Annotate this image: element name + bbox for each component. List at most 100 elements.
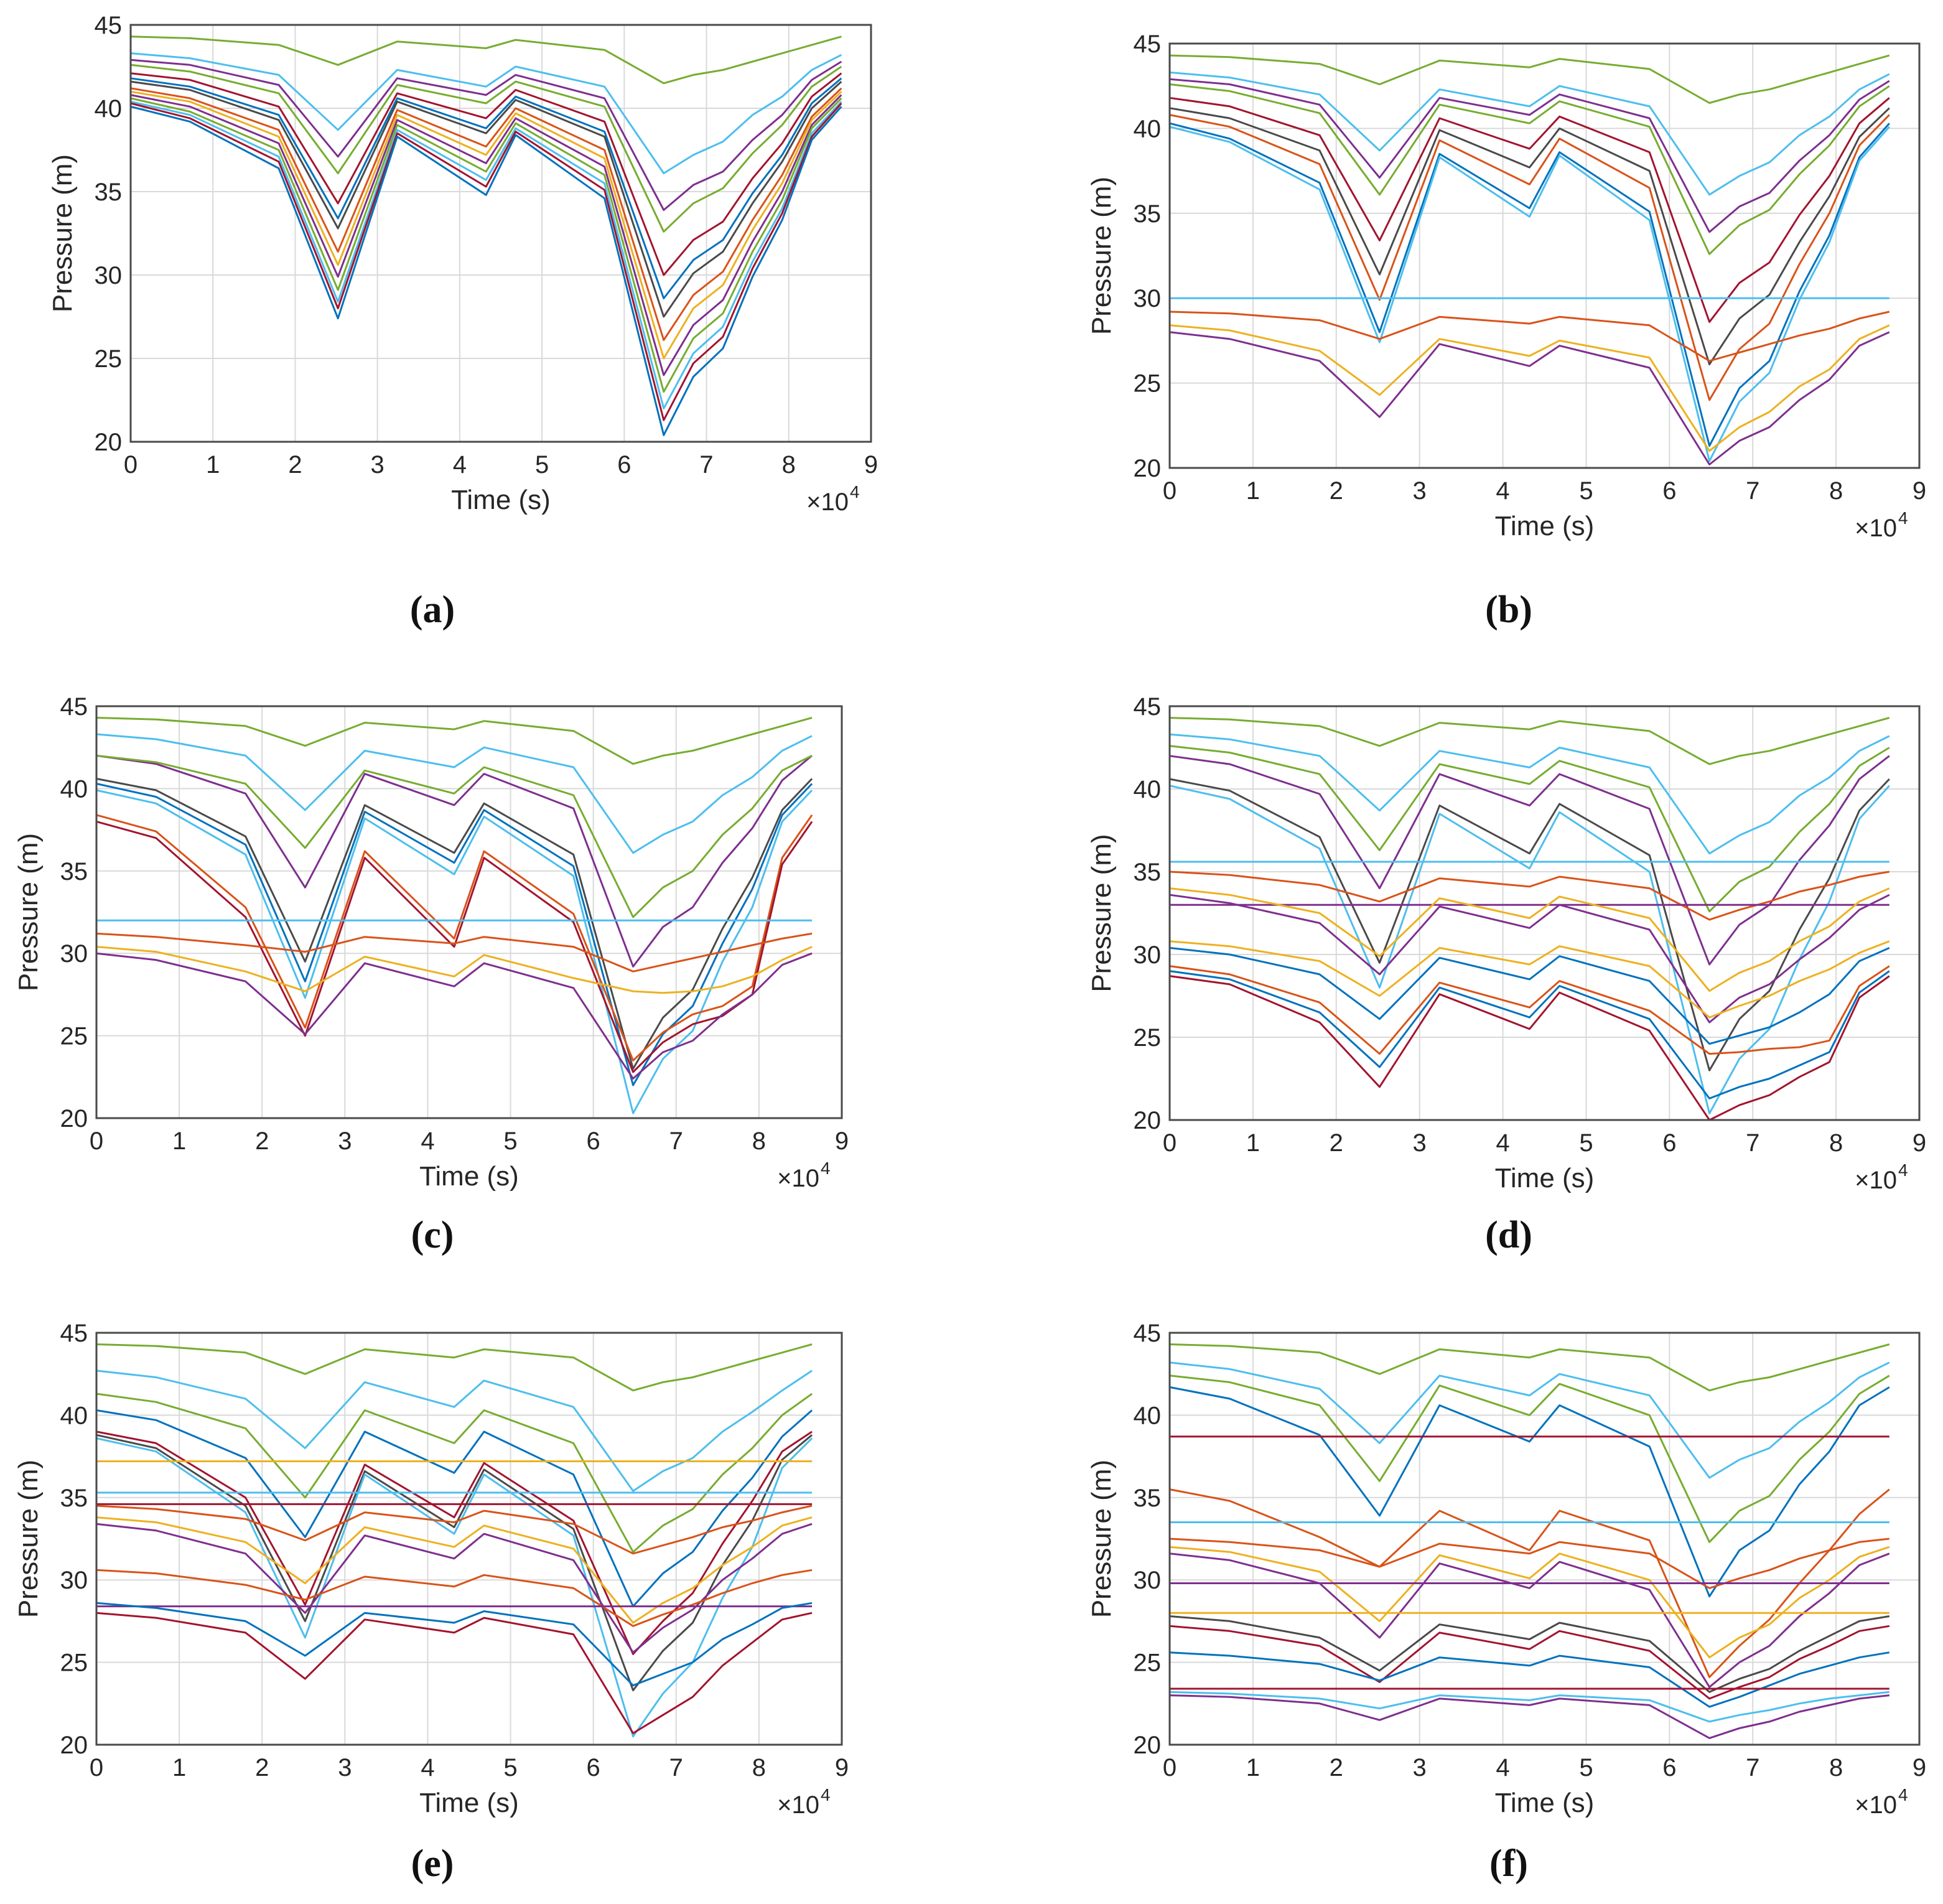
x-tick-label: 2: [1330, 1754, 1343, 1781]
x-tick-label: 7: [669, 1754, 683, 1781]
series-line-node-3: [96, 1393, 813, 1553]
x-tick-label: 2: [255, 1754, 269, 1781]
series-line-node-13: [130, 102, 842, 421]
series-line-node-7: [130, 80, 842, 318]
series-line-node-9: [1169, 126, 1890, 462]
series-line-node-16: [96, 1602, 813, 1687]
x-tick-label: 4: [1496, 1754, 1509, 1781]
y-tick-label: 25: [95, 345, 123, 373]
x-tick-label: 9: [864, 451, 878, 478]
series-line-node-11: [96, 1505, 813, 1555]
series-line-node-16: [1169, 975, 1890, 1121]
x-tick-label: 0: [90, 1127, 103, 1155]
x-multiplier-label: ×10: [1855, 1791, 1897, 1819]
x-multiplier-label: ×10: [806, 488, 849, 516]
x-multiplier-label: ×10: [777, 1165, 819, 1192]
series-line-node-6: [96, 1434, 813, 1692]
x-tick-label: 6: [1662, 1129, 1676, 1157]
series-line-node-13: [1169, 331, 1890, 465]
x-tick-label: 1: [172, 1754, 186, 1781]
series-line-node-1: [130, 35, 842, 85]
panel-caption: (c): [411, 1214, 454, 1256]
series-line-node-2: [130, 52, 842, 174]
x-tick-label: 4: [1496, 1129, 1509, 1157]
x-tick-label: 6: [587, 1127, 600, 1155]
y-tick-label: 35: [60, 1485, 88, 1512]
x-multiplier-exponent: 4: [1898, 1785, 1908, 1804]
x-tick-label: 7: [1746, 1129, 1759, 1157]
series-line-node-3: [1169, 78, 1890, 233]
series-line-node-14: [96, 1569, 813, 1627]
y-tick-label: 25: [1134, 370, 1162, 398]
series-line-node-12: [1169, 940, 1890, 1019]
series-line-node-6: [1169, 1488, 1890, 1678]
series-line-node-3: [1169, 745, 1890, 913]
x-tick-label: 2: [1330, 477, 1343, 505]
y-tick-label: 35: [1134, 859, 1162, 886]
series-line-node-11: [1169, 310, 1890, 362]
plot-area: [1168, 1332, 1921, 1746]
panel-caption: (d): [1485, 1214, 1532, 1256]
x-tick-label: 6: [587, 1754, 600, 1781]
y-tick-label: 20: [60, 1732, 88, 1759]
x-tick-label: 8: [1829, 477, 1843, 505]
series-line-node-17: [96, 1612, 813, 1734]
series-line-node-2: [1169, 733, 1890, 855]
series-line-node-2: [1169, 71, 1890, 196]
series-line-node-5: [96, 1430, 813, 1655]
series-line-node-6: [1169, 107, 1890, 366]
series-line-node-7: [96, 1437, 813, 1738]
series-line-node-12: [96, 1516, 813, 1624]
x-tick-label: 3: [371, 451, 384, 478]
series-line-node-3: [1169, 1374, 1890, 1543]
x-tick-label: 1: [1246, 477, 1260, 505]
x-axis-label: Time (s): [451, 485, 551, 515]
x-tick-label: 7: [699, 451, 713, 478]
y-tick-label: 25: [60, 1023, 88, 1050]
x-tick-label: 3: [1413, 1129, 1427, 1157]
x-multiplier-label: ×10: [1855, 515, 1897, 542]
y-tick-label: 40: [1134, 776, 1162, 803]
y-tick-label: 20: [60, 1105, 88, 1132]
y-axis-label: Pressure (m): [1086, 1460, 1117, 1618]
x-multiplier-label: ×10: [1855, 1167, 1897, 1194]
series-line-node-1: [96, 1343, 813, 1392]
x-tick-label: 5: [503, 1754, 517, 1781]
series-line-node-10: [130, 94, 842, 376]
x-tick-label: 3: [1413, 477, 1427, 505]
plot-area: [1168, 705, 1921, 1121]
x-tick-label: 4: [1496, 477, 1509, 505]
y-tick-label: 45: [60, 1320, 88, 1347]
series-line-node-12: [1169, 324, 1890, 452]
series-line-node-7: [96, 789, 813, 1114]
y-tick-label: 25: [1134, 1024, 1162, 1052]
x-tick-label: 8: [1829, 1129, 1843, 1157]
series-line-node-8: [130, 87, 842, 341]
x-tick-label: 6: [1662, 1754, 1676, 1781]
series-line-node-1: [1169, 1343, 1890, 1392]
x-tick-label: 2: [1330, 1129, 1343, 1157]
x-multiplier-label: ×10: [777, 1791, 819, 1819]
y-axis-label: Pressure (m): [47, 154, 78, 312]
y-axis-label: Pressure (m): [1086, 177, 1117, 335]
x-multiplier-exponent: 4: [850, 482, 860, 502]
x-tick-label: 3: [1413, 1754, 1427, 1781]
y-tick-label: 45: [1134, 1320, 1162, 1347]
series-line-node-12: [96, 946, 813, 994]
series-line-node-7: [1169, 114, 1890, 401]
y-tick-label: 30: [1134, 285, 1162, 312]
series-line-node-13: [1169, 946, 1890, 1045]
series-line-node-1: [1169, 717, 1890, 765]
series-line-node-1: [96, 717, 813, 765]
x-tick-label: 3: [338, 1127, 352, 1155]
series-line-node-5: [130, 72, 842, 276]
series-line-node-11: [130, 97, 842, 393]
series-line-node-13: [96, 952, 813, 1080]
series-line-node-4: [130, 63, 842, 233]
x-tick-label: 1: [172, 1127, 186, 1155]
x-tick-label: 7: [1746, 1754, 1759, 1781]
